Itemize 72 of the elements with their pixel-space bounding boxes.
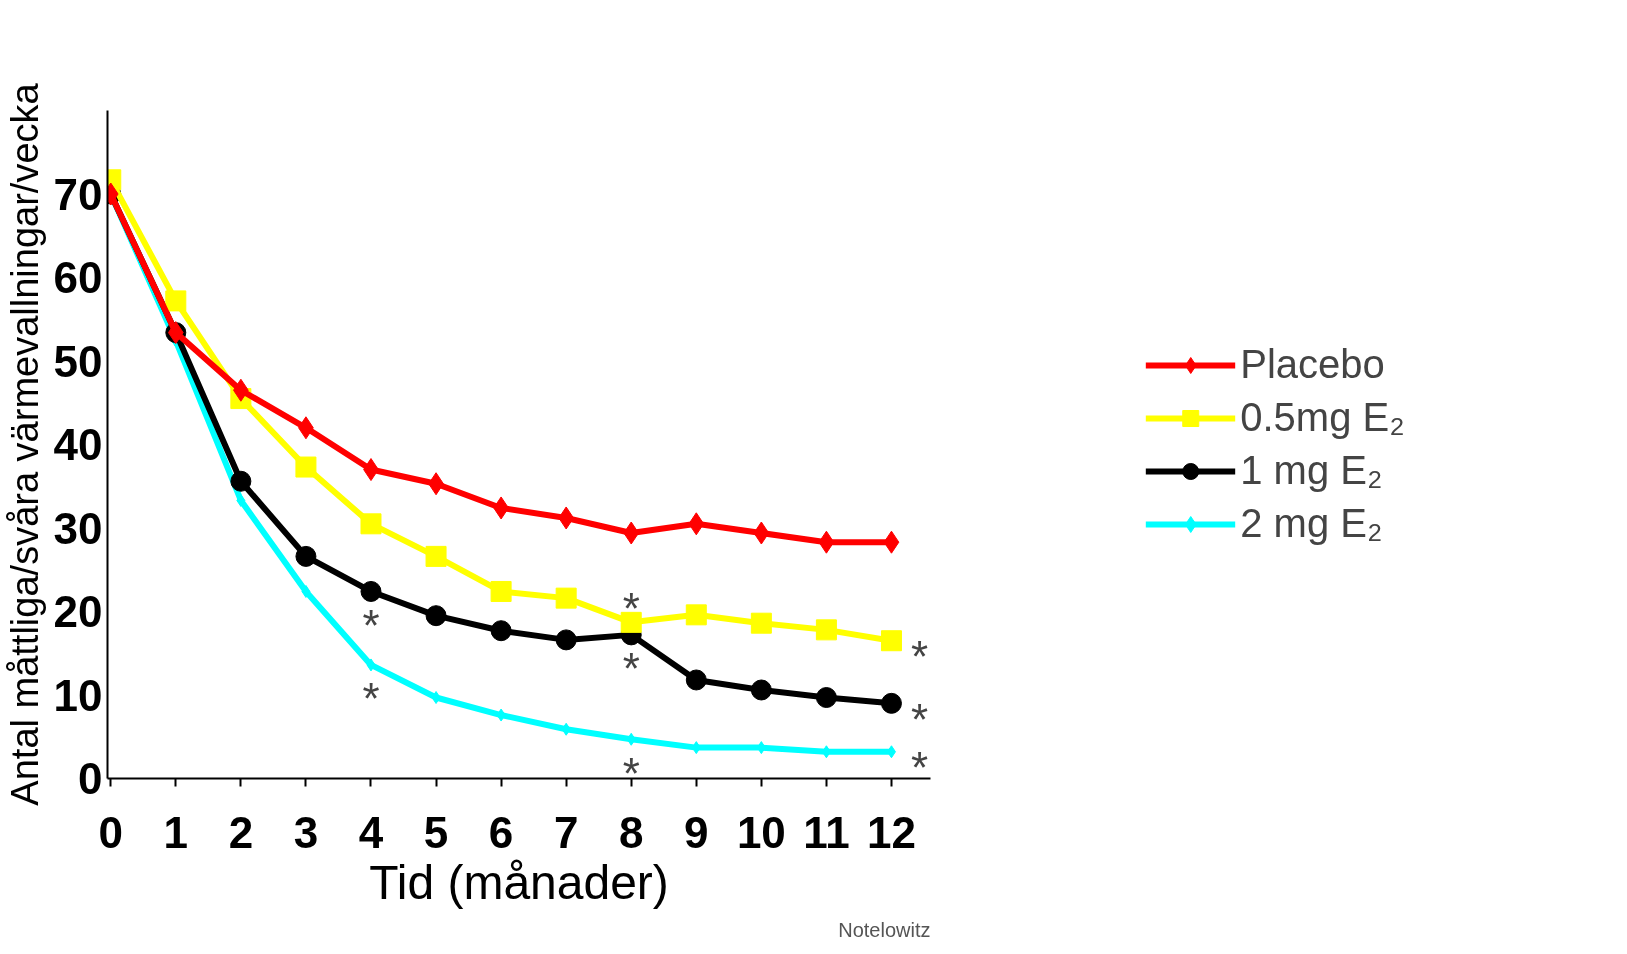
- annotation: *: [622, 748, 640, 798]
- point: [360, 580, 382, 602]
- annotation: *: [622, 644, 640, 694]
- point: [555, 629, 577, 651]
- point: [815, 619, 837, 641]
- point: [750, 679, 772, 701]
- legend-label: Placebo: [1240, 342, 1385, 387]
- point: [818, 530, 835, 554]
- legend-label: 2 mg E₂: [1240, 501, 1383, 546]
- point: [821, 745, 831, 759]
- x-tick-label: 6: [488, 807, 514, 857]
- point: [750, 612, 772, 634]
- point: [815, 687, 837, 708]
- point: [425, 545, 447, 567]
- x-tick-label: 12: [866, 807, 916, 857]
- legend-label: 1 mg E₂: [1240, 448, 1383, 493]
- point: [688, 512, 705, 536]
- y-axis-title: Antal måttliga/svåra värmevallningar/vecka: [3, 82, 46, 806]
- x-tick-label: 2: [228, 807, 254, 857]
- x-tick-label: 7: [553, 807, 579, 857]
- point: [490, 620, 512, 642]
- annotation: *: [362, 600, 380, 650]
- annotation: *: [910, 743, 929, 793]
- point: [431, 691, 441, 705]
- annotation: *: [910, 694, 929, 744]
- point: [626, 732, 636, 746]
- x-tick-label: 10: [736, 807, 786, 857]
- point: [360, 513, 382, 535]
- annotation: *: [362, 674, 380, 724]
- point: [880, 630, 902, 652]
- point: [165, 290, 187, 312]
- point: [555, 587, 577, 609]
- point: [880, 692, 902, 714]
- y-tick-label: 70: [53, 169, 103, 219]
- point: [236, 493, 246, 507]
- y-tick-label: 30: [53, 503, 103, 553]
- point: [496, 708, 506, 722]
- annotation: *: [622, 583, 640, 633]
- x-tick-label: 1: [163, 807, 189, 857]
- x-axis-title: Tid (månader): [369, 855, 669, 909]
- point: [753, 521, 770, 545]
- point: [756, 741, 766, 755]
- point: [883, 530, 900, 554]
- y-tick-label: 60: [53, 253, 103, 302]
- x-tick-label: 9: [684, 807, 709, 857]
- y-tick-label: 40: [53, 420, 103, 469]
- point: [685, 669, 707, 691]
- point: [561, 722, 571, 736]
- y-tick-label: 0: [78, 754, 103, 803]
- x-tick-label: 11: [803, 807, 850, 857]
- point: [886, 745, 896, 759]
- x-tick-label: 4: [358, 807, 384, 857]
- y-tick-label: 50: [53, 336, 103, 386]
- x-tick-label: 3: [293, 807, 319, 857]
- x-tick-label: 8: [618, 807, 644, 857]
- point: [623, 521, 640, 545]
- point: [620, 611, 642, 633]
- point: [301, 584, 311, 598]
- point: [425, 605, 447, 627]
- point: [691, 741, 701, 755]
- point: [685, 604, 707, 626]
- point: [230, 470, 252, 492]
- text: Notelowitz: [838, 918, 931, 941]
- legend-label: 0.5mg E₂: [1240, 395, 1405, 440]
- y-tick-label: 20: [53, 587, 103, 636]
- point: [366, 658, 376, 672]
- point: [295, 545, 317, 567]
- x-tick-label: 5: [423, 807, 449, 857]
- point: [490, 580, 512, 602]
- y-tick-label: 10: [53, 670, 103, 720]
- point: [295, 456, 317, 478]
- annotation: *: [910, 632, 929, 682]
